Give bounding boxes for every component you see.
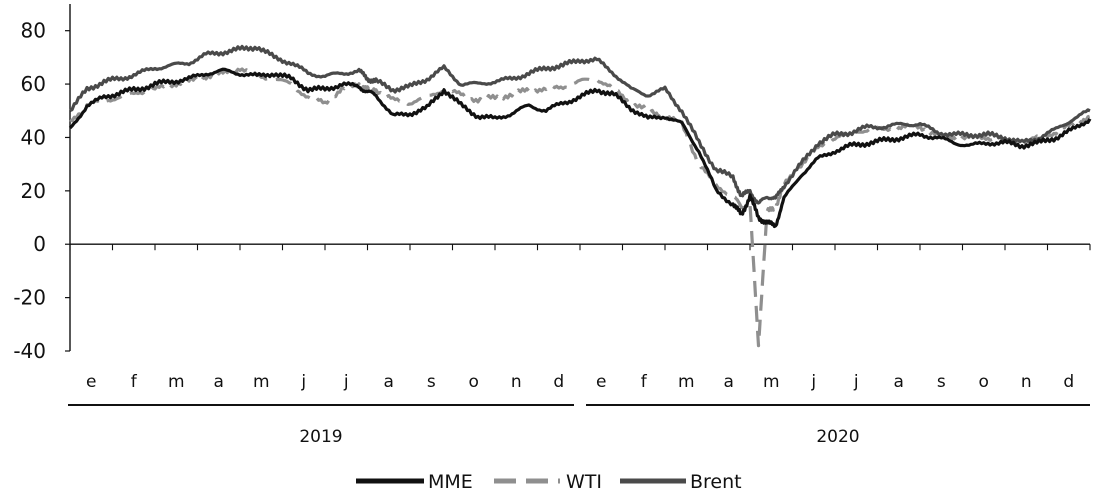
month-label: f [641,372,648,392]
legend-label-wti: WTI [566,471,602,490]
year-label: 2019 [299,427,342,447]
month-label: a [214,372,224,392]
month-label: s [937,372,946,392]
month-label: n [1021,372,1032,392]
series-layer [68,44,1092,348]
legend-label-mme: MME [428,471,473,490]
month-label: m [763,372,780,392]
month-label: a [894,372,904,392]
month-label: m [168,372,185,392]
month-label: m [253,372,270,392]
month-label: j [810,372,816,392]
month-label: o [469,372,479,392]
month-label: d [1063,372,1074,392]
series-line-mme [68,67,1092,229]
y-tick-label: 20 [21,179,46,203]
legend: MME WTI Brent [356,471,742,493]
month-label: j [343,372,349,392]
month-label: o [979,372,989,392]
month-label: e [86,372,96,392]
labels-layer: 80 60 40 20 0 -20 -40 e f m a m j j a s o n d e f m a m j j a s o n d 2… [13,19,1074,447]
y-tick-label: -40 [13,339,46,363]
legend-label-brent: Brent [690,471,742,490]
month-label: a [724,372,734,392]
month-label: j [853,372,859,392]
month-label: f [131,372,138,392]
month-label: e [596,372,606,392]
y-tick-label: 0 [33,232,46,256]
y-tick-label: 80 [21,19,46,43]
y-tick-label: 40 [21,125,46,149]
month-label: m [678,372,695,392]
series-line-brent [69,44,1091,205]
year-label: 2020 [816,427,859,447]
month-label: j [300,372,306,392]
month-label: d [553,372,564,392]
month-label: n [511,372,522,392]
y-tick-label: -20 [13,286,46,310]
month-label: a [384,372,394,392]
series-line-wti [69,67,1091,348]
month-label: s [427,372,436,392]
y-tick-label: 60 [21,72,46,96]
axes-layer [65,4,1091,406]
